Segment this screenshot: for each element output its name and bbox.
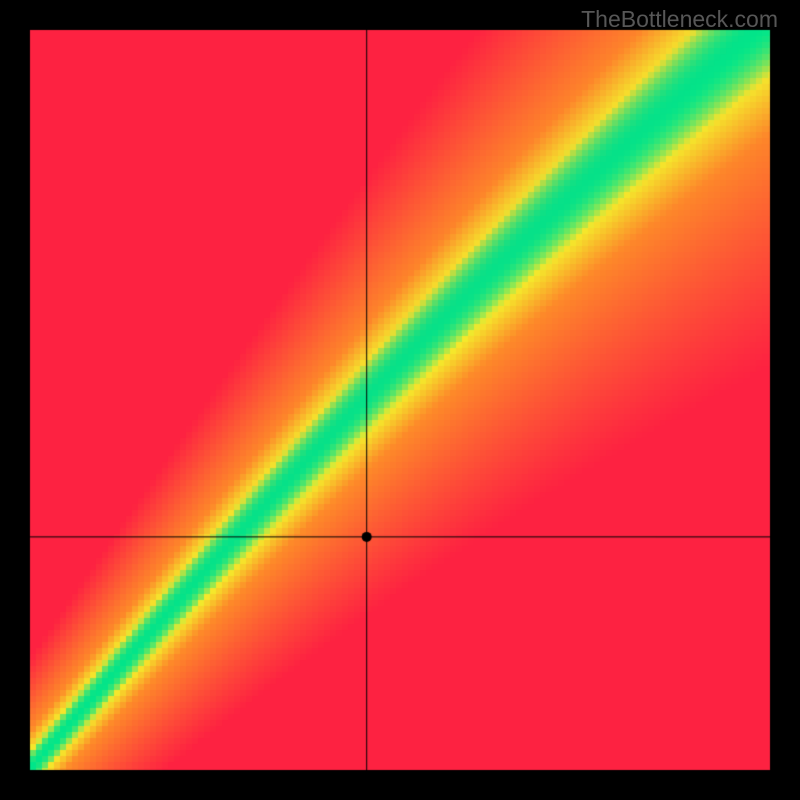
watermark-text: TheBottleneck.com	[581, 6, 778, 33]
chart-container: TheBottleneck.com	[0, 0, 800, 800]
heatmap-canvas	[0, 0, 800, 800]
